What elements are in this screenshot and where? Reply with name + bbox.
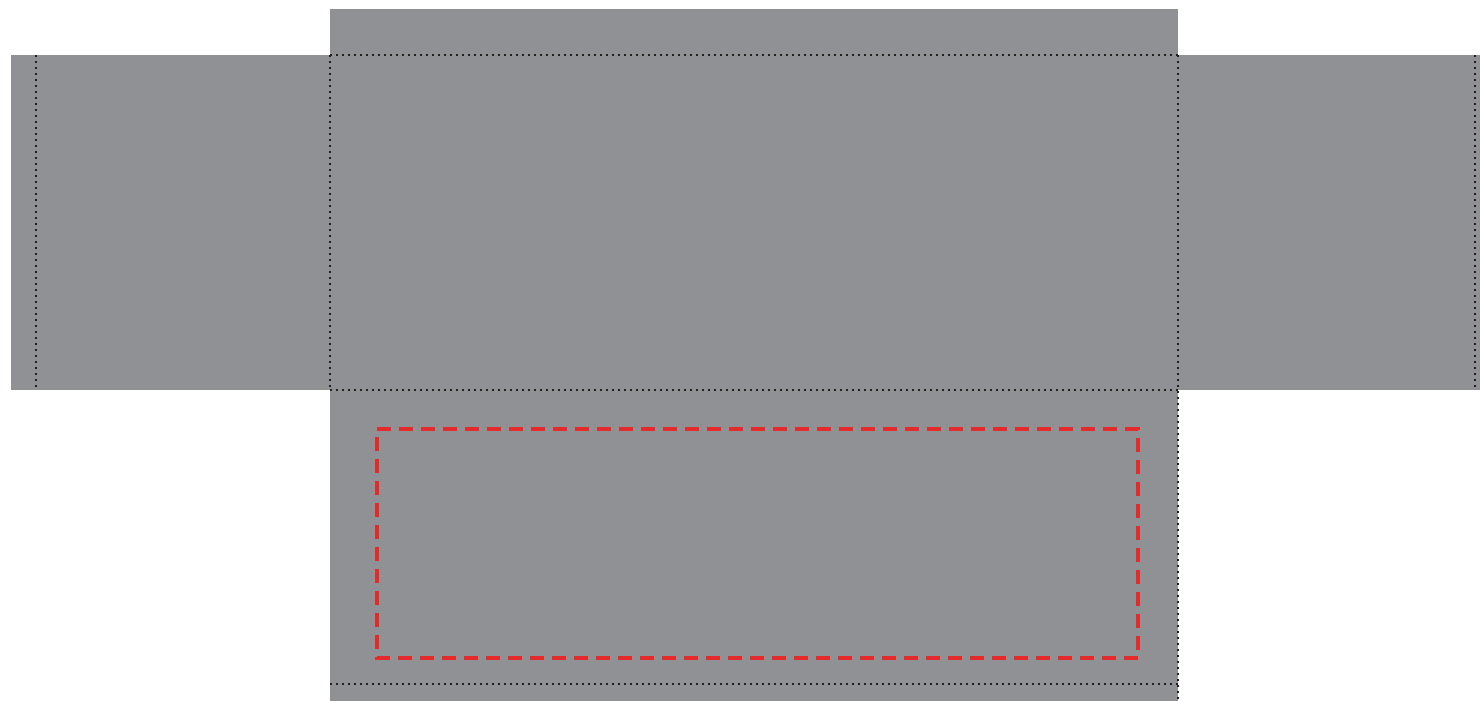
- fold-lines: [35, 54, 1476, 701]
- right-side-panel: [1178, 55, 1480, 390]
- center-panel: [330, 55, 1178, 390]
- safe-area-outline: [375, 427, 1140, 660]
- bottom-panel: [330, 390, 1178, 701]
- left-side-panel: [11, 55, 330, 390]
- top-flap: [330, 9, 1178, 55]
